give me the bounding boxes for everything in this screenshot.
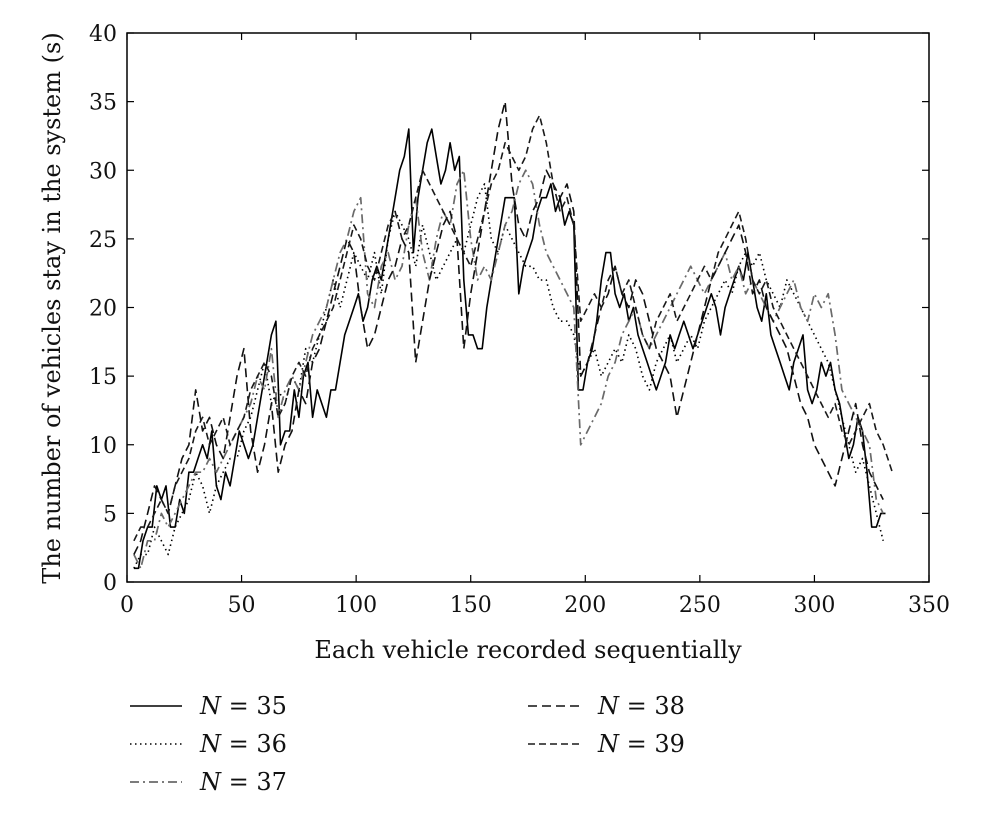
y-tick-label: 10 [89, 434, 117, 459]
legend-item: N = 36 [130, 730, 287, 758]
x-tick-label: 350 [908, 593, 950, 618]
legend-label: N = 36 [199, 730, 287, 758]
x-axis-title: Each vehicle recorded sequentially [314, 636, 742, 664]
legend-item: N = 35 [130, 692, 287, 720]
legend-item: N = 39 [528, 730, 685, 758]
series-line-2 [133, 183, 884, 569]
y-tick-label: 5 [103, 502, 117, 527]
legend-item: N = 37 [130, 768, 287, 796]
y-tick-label: 20 [89, 297, 117, 322]
y-tick-label: 25 [89, 228, 117, 253]
series-line-3 [133, 169, 884, 570]
legend: N = 35 N = 36 N = 37 N = 38 N = 39 [130, 692, 685, 796]
series-line-4 [133, 100, 884, 555]
series-line-5 [133, 114, 894, 542]
x-tick-label: 150 [450, 593, 492, 618]
x-tick-label: 250 [679, 593, 721, 618]
x-tick-label: 100 [335, 593, 377, 618]
series-line-1 [133, 128, 886, 570]
axes: 0 50 100 150 200 250 300 350 0 5 10 15 20 25 30 35 40 [89, 22, 950, 618]
legend-item: N = 38 [528, 692, 685, 720]
y-tick-label: 40 [89, 22, 117, 47]
y-axis-title: The number of vehicles stay in the syste… [38, 32, 66, 583]
x-tick-label: 300 [793, 593, 835, 618]
y-tick-label: 0 [103, 571, 117, 596]
y-tick-label: 15 [89, 365, 117, 390]
y-tick-label: 30 [89, 159, 117, 184]
x-tick-label: 0 [120, 593, 134, 618]
legend-label: N = 35 [199, 692, 287, 720]
plot-frame [126, 32, 930, 583]
legend-label: N = 37 [199, 768, 287, 796]
plot-area [133, 100, 894, 570]
legend-label: N = 39 [597, 730, 685, 758]
y-tick-label: 35 [89, 91, 117, 116]
x-tick-label: 50 [228, 593, 256, 618]
x-tick-label: 200 [564, 593, 606, 618]
legend-label: N = 38 [597, 692, 685, 720]
